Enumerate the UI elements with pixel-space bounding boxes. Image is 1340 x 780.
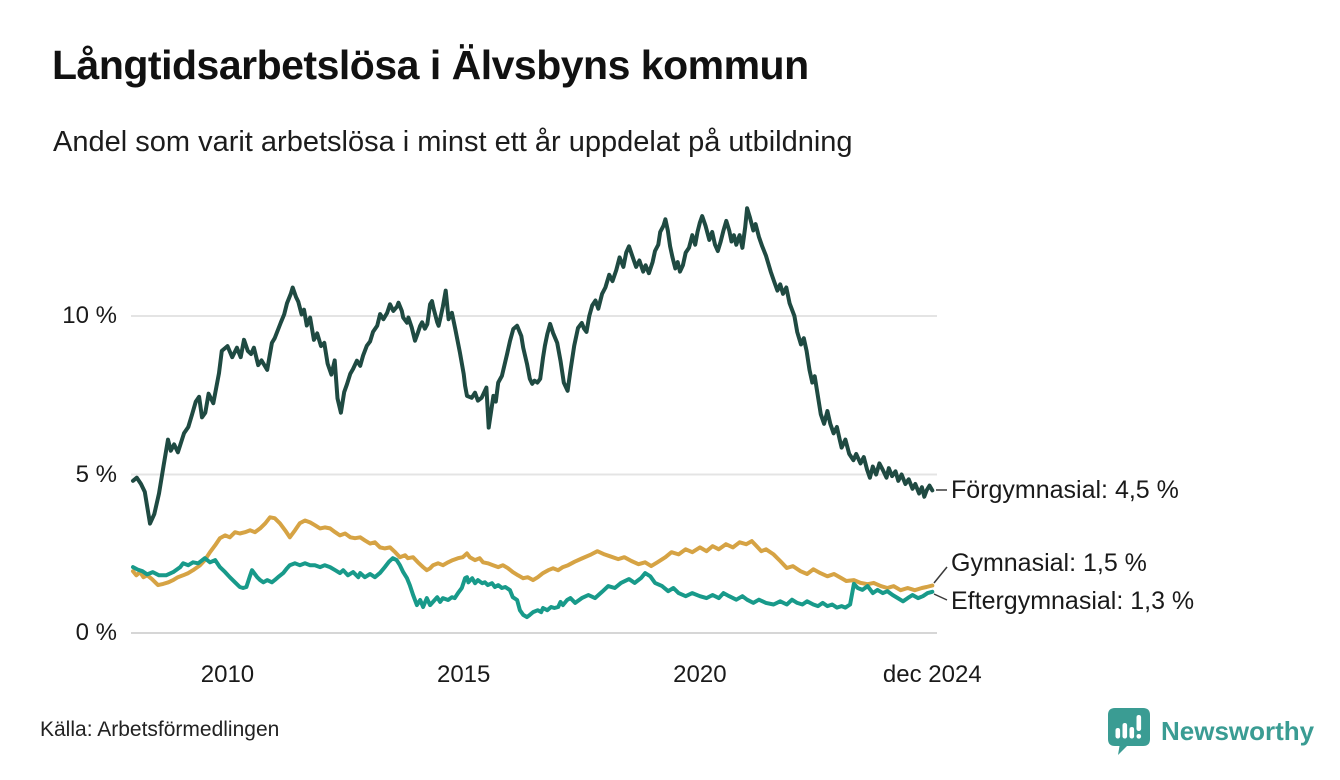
- y-tick-label-0: 0 %: [75, 619, 117, 646]
- newsworthy-logo[interactable]: Newsworthy: [1106, 705, 1314, 757]
- line-gymnasial: [131, 515, 935, 593]
- source-note: Källa: Arbetsförmedlingen: [40, 718, 280, 741]
- line-eftergymnasial: [131, 556, 935, 620]
- x-tick-label-dec-2024: dec 2024: [882, 661, 982, 688]
- y-tick-label-10: 10 %: [62, 302, 117, 329]
- series-label-eftergymnasial: Eftergymnasial: 1,3 %: [951, 587, 1195, 615]
- series-label-gymnasial: Gymnasial: 1,5 %: [951, 549, 1147, 577]
- x-tick-label-2015: 2015: [436, 661, 491, 688]
- chart-title: Långtidsarbetslösa i Älvsbyns kommun: [52, 42, 809, 88]
- series-label-forgymnasial: Förgymnasial: 4,5 %: [951, 476, 1179, 504]
- x-tick-label-2020: 2020: [673, 661, 727, 688]
- newsworthy-logo-icon: [1106, 706, 1152, 756]
- label-connector-gymnasial: [933, 566, 948, 584]
- newsworthy-logo-text: Newsworthy: [1161, 715, 1315, 746]
- line-forgymnasial: [131, 206, 935, 526]
- chart-subtitle: Andel som varit arbetslösa i minst ett å…: [53, 126, 853, 158]
- label-connector-eftergymnasial: [933, 593, 948, 601]
- x-tick-label-2010: 2010: [200, 661, 255, 688]
- y-tick-label-5: 5 %: [75, 460, 117, 488]
